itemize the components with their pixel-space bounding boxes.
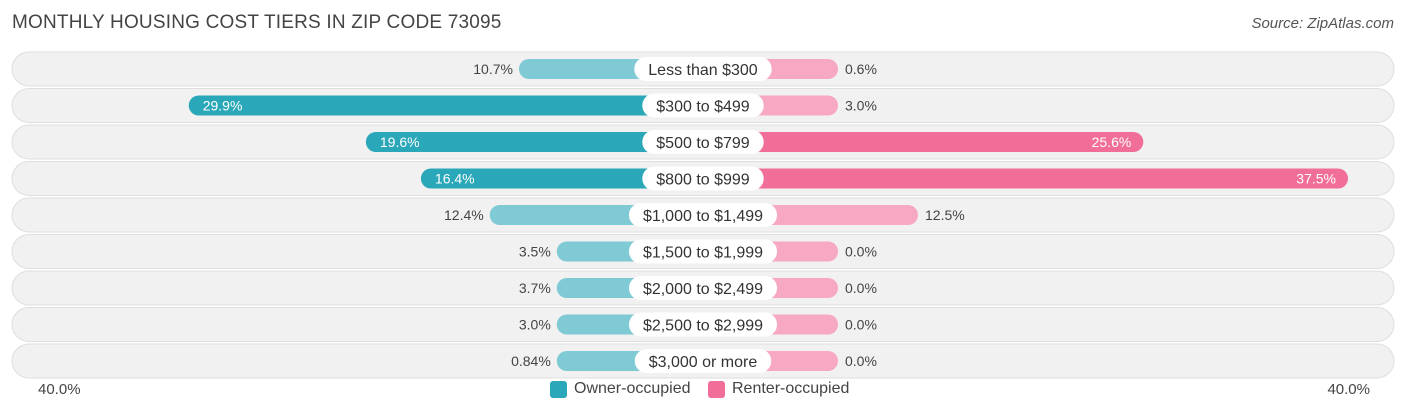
category-label-bg (634, 57, 772, 81)
legend-swatch-renter (708, 380, 725, 398)
axis-right-label: 40.0% (1327, 381, 1370, 398)
category-label-bg (642, 130, 764, 154)
owner-bar (420, 168, 703, 189)
renter-value-label: 0.0% (845, 244, 877, 260)
owner-bar (188, 95, 704, 116)
category-label-bg (628, 276, 778, 300)
renter-value-label: 3.0% (845, 98, 877, 114)
category-label: Less than $300 (648, 62, 758, 79)
renter-bar (703, 132, 1144, 152)
category-label: $2,500 to $2,999 (643, 318, 763, 335)
owner-value-label: 0.84% (511, 353, 551, 369)
chart-row: $300 to $499 29.9% 3.0% (11, 88, 1395, 123)
category-label: $500 to $799 (656, 135, 750, 152)
renter-bar (703, 168, 1348, 189)
owner-value-label: 19.6% (380, 134, 420, 150)
category-label-bg (642, 166, 764, 191)
chart-row: $1,500 to $1,999 3.5% 0.0% (11, 234, 1395, 269)
chart-source: Source: ZipAtlas.com (1251, 15, 1394, 32)
owner-value-label: 16.4% (435, 171, 475, 187)
category-label-bg (628, 312, 778, 337)
renter-value-label: 12.5% (925, 207, 965, 223)
owner-bar (365, 132, 703, 152)
category-label-bg (642, 93, 764, 118)
category-label: $2,000 to $2,499 (643, 281, 763, 298)
renter-value-label: 0.0% (845, 353, 877, 369)
chart-row: $800 to $999 16.4% 37.5% (11, 161, 1395, 196)
legend-item-renter: Renter-occupied (708, 380, 849, 398)
renter-value-label: 37.5% (1296, 171, 1336, 187)
owner-value-label: 29.9% (203, 98, 243, 114)
chart-row: Less than $300 10.7% 0.6% (11, 51, 1395, 87)
legend-label-owner: Owner-occupied (574, 380, 691, 397)
category-label: $1,000 to $1,499 (643, 208, 763, 225)
chart-title: MONTHLY HOUSING COST TIERS IN ZIP CODE 7… (12, 12, 502, 33)
owner-value-label: 3.7% (519, 280, 551, 296)
chart-row: $2,000 to $2,499 3.7% 0.0% (11, 270, 1395, 306)
legend-item-owner: Owner-occupied (550, 380, 691, 398)
category-label: $300 to $499 (656, 99, 750, 116)
legend-swatch-owner (550, 380, 567, 398)
category-label-bg (628, 239, 778, 264)
category-label: $800 to $999 (656, 172, 750, 189)
owner-value-label: 3.5% (519, 244, 551, 260)
owner-value-label: 3.0% (519, 317, 551, 333)
diverging-bar-chart: Less than $300 10.7% 0.6% $300 to $499 29.9%… (11, 51, 1395, 379)
category-label-bg (628, 203, 778, 227)
owner-value-label: 10.7% (473, 61, 513, 77)
renter-value-label: 0.0% (845, 280, 877, 296)
owner-value-label: 12.4% (444, 207, 484, 223)
renter-value-label: 25.6% (1092, 134, 1132, 150)
renter-value-label: 0.6% (845, 61, 877, 77)
axis-left-label: 40.0% (38, 381, 81, 398)
category-label: $1,500 to $1,999 (643, 245, 763, 262)
legend: Owner-occupied Renter-occupied (0, 380, 1406, 402)
chart-row: $1,000 to $1,499 12.4% 12.5% (11, 197, 1395, 233)
legend-label-renter: Renter-occupied (732, 380, 850, 397)
chart-row: $500 to $799 19.6% 25.6% (11, 124, 1395, 160)
category-label-bg (634, 349, 772, 373)
renter-value-label: 0.0% (845, 317, 877, 333)
chart-row: $2,500 to $2,999 3.0% 0.0% (11, 307, 1395, 342)
category-label: $3,000 or more (649, 354, 758, 371)
chart-row: $3,000 or more 0.84% 0.0% (11, 343, 1395, 379)
